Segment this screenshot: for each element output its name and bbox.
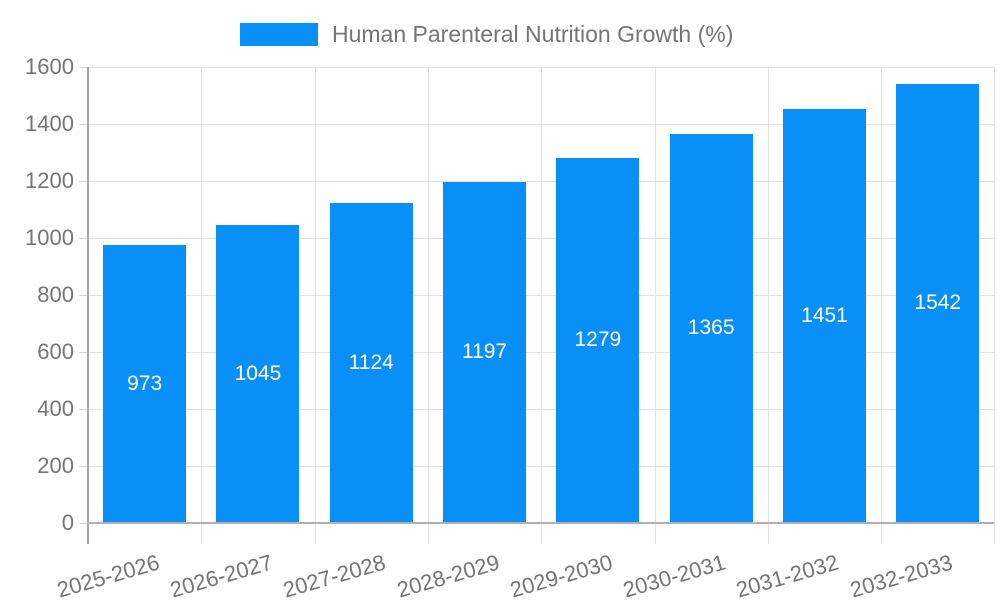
y-tick bbox=[79, 351, 88, 353]
y-tick bbox=[79, 294, 88, 296]
bar bbox=[443, 181, 527, 523]
y-tick-label: 200 bbox=[37, 452, 74, 478]
bar bbox=[216, 225, 300, 523]
y-tick-label: 1200 bbox=[25, 167, 74, 193]
y-tick bbox=[79, 180, 88, 182]
bar-value-label: 1197 bbox=[461, 340, 508, 364]
y-tick bbox=[79, 465, 88, 467]
y-tick bbox=[79, 522, 88, 524]
bar bbox=[896, 83, 980, 523]
v-gridline bbox=[767, 67, 769, 544]
bar bbox=[669, 133, 753, 523]
v-gridline bbox=[654, 67, 656, 544]
y-tick-label: 600 bbox=[37, 338, 74, 364]
y-tick-label: 1600 bbox=[25, 54, 74, 79]
bar-value-label: 1045 bbox=[234, 361, 282, 385]
y-tick bbox=[79, 237, 88, 239]
y-tick-label: 800 bbox=[37, 281, 74, 307]
bar bbox=[782, 109, 866, 523]
bar bbox=[103, 245, 187, 523]
bar-value-label: 973 bbox=[127, 371, 163, 395]
v-gridline bbox=[314, 67, 316, 544]
y-tick-label: 1400 bbox=[25, 110, 74, 136]
v-gridline bbox=[201, 67, 203, 544]
bar-value-label: 1365 bbox=[687, 316, 735, 340]
v-gridline bbox=[994, 67, 996, 544]
v-gridline bbox=[427, 67, 429, 544]
y-tick-label: 1000 bbox=[25, 224, 74, 250]
y-tick bbox=[79, 123, 88, 125]
legend-label: Human Parenteral Nutrition Growth (%) bbox=[332, 20, 734, 47]
x-axis-line bbox=[87, 521, 995, 524]
legend-swatch bbox=[240, 22, 318, 46]
v-gridline bbox=[881, 67, 883, 544]
y-tick-label: 0 bbox=[61, 509, 74, 535]
bar-value-label: 1279 bbox=[574, 328, 622, 352]
bar bbox=[556, 158, 640, 523]
y-axis-line bbox=[87, 67, 89, 544]
y-tick bbox=[79, 408, 88, 410]
y-tick-label: 400 bbox=[37, 395, 74, 421]
bar-value-label: 1124 bbox=[348, 350, 394, 374]
bar bbox=[329, 202, 413, 523]
legend: Human Parenteral Nutrition Growth (%) bbox=[240, 21, 733, 47]
y-tick bbox=[79, 67, 88, 68]
bar-value-label: 1542 bbox=[914, 291, 962, 314]
v-gridline bbox=[541, 67, 543, 544]
bar-value-label: 1451 bbox=[801, 303, 848, 327]
